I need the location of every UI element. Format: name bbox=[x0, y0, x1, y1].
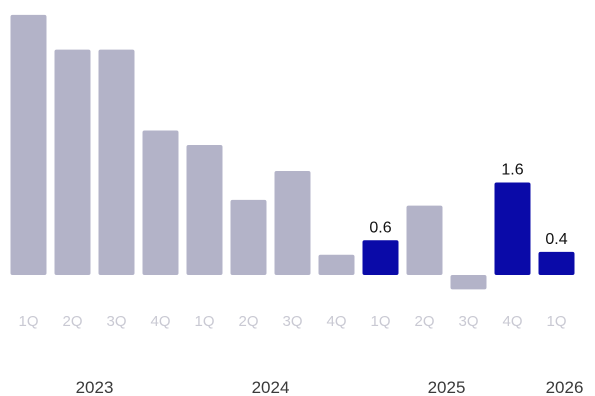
quarter-label-12: 1Q bbox=[546, 313, 566, 330]
data-label-11: 1.6 bbox=[501, 162, 523, 179]
bar-9 bbox=[406, 205, 443, 275]
quarter-label-2: 3Q bbox=[106, 313, 126, 330]
bar-11 bbox=[494, 182, 531, 275]
quarter-label-9: 2Q bbox=[414, 313, 434, 330]
data-label-8: 0.6 bbox=[369, 219, 391, 236]
quarter-label-7: 4Q bbox=[326, 313, 346, 330]
quarter-label-6: 3Q bbox=[282, 313, 302, 330]
bar-0 bbox=[10, 14, 47, 276]
year-label-2026: 2026 bbox=[546, 378, 584, 396]
bar-2 bbox=[98, 49, 135, 275]
quarter-label-10: 3Q bbox=[458, 313, 478, 330]
bar-12 bbox=[538, 251, 575, 275]
year-label-2024: 2024 bbox=[252, 378, 290, 396]
bar-7 bbox=[318, 254, 355, 275]
year-label-2025: 2025 bbox=[428, 378, 466, 396]
bar-3 bbox=[142, 130, 179, 275]
year-label-2023: 2023 bbox=[76, 378, 114, 396]
quarter-label-8: 1Q bbox=[370, 313, 390, 330]
bar-1 bbox=[54, 49, 91, 275]
bar-10 bbox=[450, 275, 487, 290]
quarter-label-5: 2Q bbox=[238, 313, 258, 330]
quarter-label-1: 2Q bbox=[62, 313, 82, 330]
quarter-label-4: 1Q bbox=[194, 313, 214, 330]
bar-8 bbox=[362, 240, 399, 275]
data-label-12: 0.4 bbox=[545, 231, 567, 248]
quarter-label-0: 1Q bbox=[18, 313, 38, 330]
bar-4 bbox=[186, 145, 223, 275]
quarter-label-11: 4Q bbox=[502, 313, 522, 330]
bar-6 bbox=[274, 171, 311, 275]
quarter-label-3: 4Q bbox=[150, 313, 170, 330]
bar-5 bbox=[230, 199, 267, 275]
